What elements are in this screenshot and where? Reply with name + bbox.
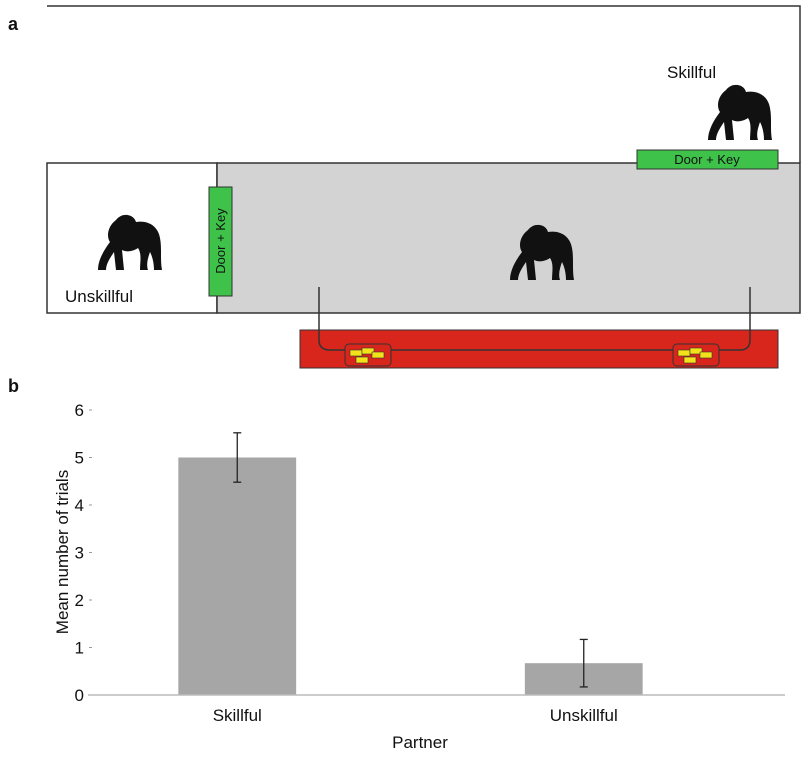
x-tick-label: Unskillful bbox=[550, 706, 618, 725]
panel-label: a bbox=[8, 14, 19, 34]
partner-label: Skillful bbox=[667, 63, 716, 82]
y-tick-label: 4 bbox=[75, 496, 84, 515]
enclosure-outline bbox=[47, 6, 800, 163]
figure: a b Door + Key Door + Key Skillful Unski… bbox=[0, 0, 803, 758]
door-label: Door + Key bbox=[674, 152, 740, 167]
chimp bbox=[708, 85, 772, 140]
y-tick-label: 0 bbox=[75, 686, 84, 705]
y-tick-label: 3 bbox=[75, 544, 84, 563]
y-tick-label: 5 bbox=[75, 449, 84, 468]
panel-label: b bbox=[8, 376, 19, 396]
x-axis-label: Partner bbox=[392, 733, 448, 752]
y-tick-label: 2 bbox=[75, 591, 84, 610]
partner-label: Unskillful bbox=[65, 287, 133, 306]
diagram: Door + Key Door + Key Skillful Unskillfu… bbox=[47, 6, 800, 368]
y-axis-label: Mean number of trials bbox=[53, 470, 72, 634]
y-tick-label: 1 bbox=[75, 639, 84, 658]
test-room bbox=[217, 163, 800, 313]
x-tick-label: Skillful bbox=[213, 706, 262, 725]
bar bbox=[178, 458, 296, 696]
door-label: Door + Key bbox=[213, 208, 228, 274]
y-tick-label: 6 bbox=[75, 401, 84, 420]
